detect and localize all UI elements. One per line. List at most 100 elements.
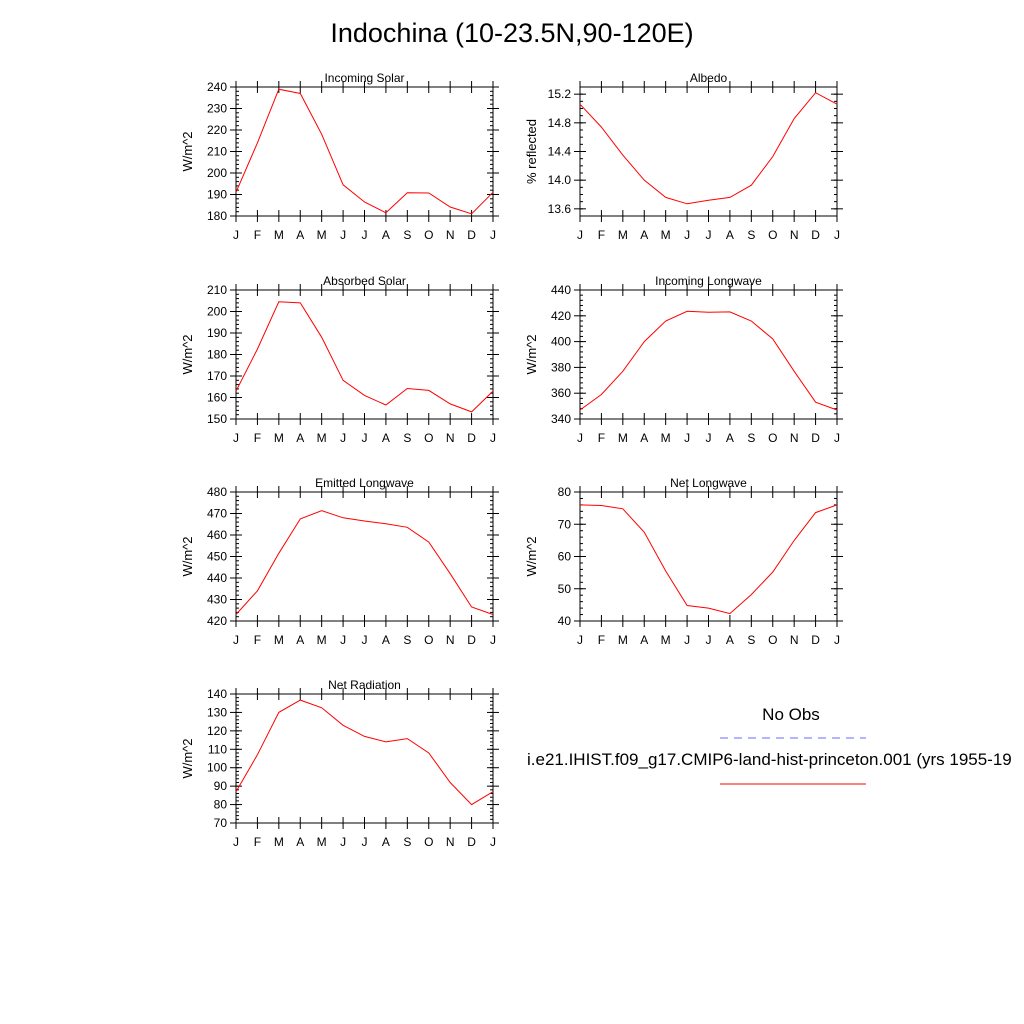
incoming-solar-x-tick-label: A — [382, 228, 390, 242]
legend-obs-label: No Obs — [762, 705, 820, 724]
albedo-title: Albedo — [690, 71, 728, 85]
net-longwave-x-tick-label: J — [706, 633, 712, 647]
net-radiation-x-tick-label: J — [340, 835, 346, 849]
absorbed-solar-y-axis-label: W/m^2 — [180, 334, 195, 374]
net-radiation-x-tick-label: N — [446, 835, 455, 849]
absorbed-solar-x-tick-label: A — [296, 431, 304, 445]
chart-net-radiation: Net Radiation W/m^2 70 80 90 100 110 120 130 140 J… — [180, 678, 499, 849]
net-longwave-x-tick-label: J — [684, 633, 690, 647]
net-radiation-y-tick-label: 130 — [207, 705, 227, 719]
emitted-longwave-y-tick-label: 420 — [207, 614, 227, 628]
albedo-x-tick-label: J — [577, 228, 583, 242]
net-longwave-x-tick-label: F — [598, 633, 605, 647]
incoming-longwave-series-line — [579, 310, 838, 411]
net-longwave-y-tick-label: 50 — [558, 582, 572, 596]
incoming-solar-series-line — [235, 88, 494, 215]
incoming-longwave-x-tick-label: J — [706, 431, 712, 445]
incoming-solar-x-tick-label: M — [274, 228, 284, 242]
net-radiation-y-tick-label: 110 — [208, 742, 227, 756]
net-radiation-x-tick-label: J — [490, 835, 496, 849]
albedo-y-tick-label: 13.6 — [548, 202, 572, 216]
net-longwave-series-line — [579, 504, 838, 615]
net-radiation-y-tick-label: 70 — [214, 816, 228, 830]
net-radiation-y-tick-label: 100 — [207, 761, 227, 775]
incoming-longwave-x-tick-label: J — [577, 431, 583, 445]
incoming-solar-y-tick-label: 180 — [207, 209, 227, 223]
incoming-solar-x-tick-label: S — [403, 228, 411, 242]
incoming-solar-x-tick-label: D — [467, 228, 476, 242]
net-radiation-series-line — [235, 699, 494, 806]
net-radiation-x-tick-label: M — [317, 835, 327, 849]
albedo-y-tick-label: 14.4 — [548, 145, 572, 159]
net-radiation-y-tick-label: 140 — [207, 687, 227, 701]
net-radiation-x-tick-label: A — [382, 835, 390, 849]
net-longwave-x-tick-label: N — [790, 633, 799, 647]
emitted-longwave-y-tick-label: 470 — [207, 507, 227, 521]
incoming-longwave-y-axis-label: W/m^2 — [524, 334, 539, 374]
absorbed-solar-x-tick-label: J — [490, 431, 496, 445]
incoming-solar-y-tick-label: 240 — [207, 80, 227, 94]
incoming-solar-y-tick-label: 200 — [207, 166, 227, 180]
incoming-longwave-y-tick-label: 400 — [551, 335, 571, 349]
net-radiation-x-tick-label: J — [362, 835, 368, 849]
net-radiation-x-tick-label: O — [424, 835, 433, 849]
incoming-longwave-y-tick-label: 380 — [551, 360, 571, 374]
albedo-x-tick-label: M — [618, 228, 628, 242]
incoming-solar-y-tick-label: 230 — [207, 102, 227, 116]
absorbed-solar-y-tick-label: 200 — [207, 305, 227, 319]
albedo-x-tick-label: D — [811, 228, 820, 242]
albedo-x-tick-label: J — [706, 228, 712, 242]
emitted-longwave-y-axis-label: W/m^2 — [180, 536, 195, 576]
incoming-solar-x-tick-label: J — [490, 228, 496, 242]
absorbed-solar-y-tick-label: 210 — [207, 283, 227, 297]
incoming-longwave-x-tick-label: A — [640, 431, 648, 445]
incoming-solar-x-tick-label: M — [317, 228, 327, 242]
net-radiation-y-tick-label: 120 — [207, 724, 227, 738]
emitted-longwave-x-tick-label: S — [403, 633, 411, 647]
absorbed-solar-y-tick-label: 160 — [207, 391, 227, 405]
net-longwave-y-tick-label: 80 — [558, 485, 572, 499]
emitted-longwave-y-tick-label: 450 — [207, 550, 227, 564]
albedo-x-tick-label: A — [726, 228, 734, 242]
albedo-x-tick-label: J — [684, 228, 690, 242]
absorbed-solar-x-tick-label: J — [362, 431, 368, 445]
albedo-y-tick-label: 15.2 — [548, 87, 572, 101]
absorbed-solar-y-tick-label: 190 — [207, 326, 227, 340]
net-longwave-title: Net Longwave — [670, 476, 747, 490]
net-longwave-y-axis-label: W/m^2 — [524, 536, 539, 576]
net-longwave-x-tick-label: J — [577, 633, 583, 647]
emitted-longwave-x-tick-label: F — [254, 633, 261, 647]
incoming-solar-title: Incoming Solar — [324, 71, 404, 85]
absorbed-solar-series-line — [235, 301, 494, 413]
incoming-longwave-x-tick-label: S — [747, 431, 755, 445]
net-longwave-x-tick-label: M — [661, 633, 671, 647]
absorbed-solar-title: Absorbed Solar — [323, 274, 406, 288]
incoming-longwave-y-tick-label: 420 — [551, 309, 571, 323]
incoming-solar-y-tick-label: 190 — [207, 188, 227, 202]
net-longwave-x-tick-label: A — [640, 633, 648, 647]
incoming-longwave-x-tick-label: O — [768, 431, 777, 445]
net-longwave-y-tick-label: 40 — [558, 614, 572, 628]
net-radiation-x-tick-label: M — [274, 835, 284, 849]
absorbed-solar-x-tick-label: J — [233, 431, 239, 445]
legend-model-label: i.e21.IHIST.f09_g17.CMIP6-land-hist-prin… — [527, 750, 1012, 769]
chart-incoming-longwave: Incoming Longwave W/m^2 340 360 380 400 420 440… — [524, 274, 843, 445]
incoming-solar-x-tick-label: F — [254, 228, 261, 242]
emitted-longwave-x-tick-label: A — [382, 633, 390, 647]
net-radiation-x-tick-label: A — [296, 835, 304, 849]
absorbed-solar-x-tick-label: F — [254, 431, 261, 445]
chart-emitted-longwave: Emitted Longwave W/m^2 420 430 440 450 460 470 4… — [180, 476, 499, 647]
emitted-longwave-x-tick-label: J — [490, 633, 496, 647]
emitted-longwave-x-tick-label: D — [467, 633, 476, 647]
incoming-longwave-title: Incoming Longwave — [655, 274, 762, 288]
incoming-longwave-x-tick-label: M — [661, 431, 671, 445]
incoming-longwave-x-tick-label: J — [834, 431, 840, 445]
incoming-solar-y-tick-label: 220 — [207, 123, 227, 137]
incoming-longwave-x-tick-label: F — [598, 431, 605, 445]
emitted-longwave-y-tick-label: 440 — [207, 571, 227, 585]
incoming-longwave-x-tick-label: M — [618, 431, 628, 445]
albedo-x-tick-label: A — [640, 228, 648, 242]
incoming-solar-x-tick-label: N — [446, 228, 455, 242]
incoming-longwave-x-tick-label: A — [726, 431, 734, 445]
